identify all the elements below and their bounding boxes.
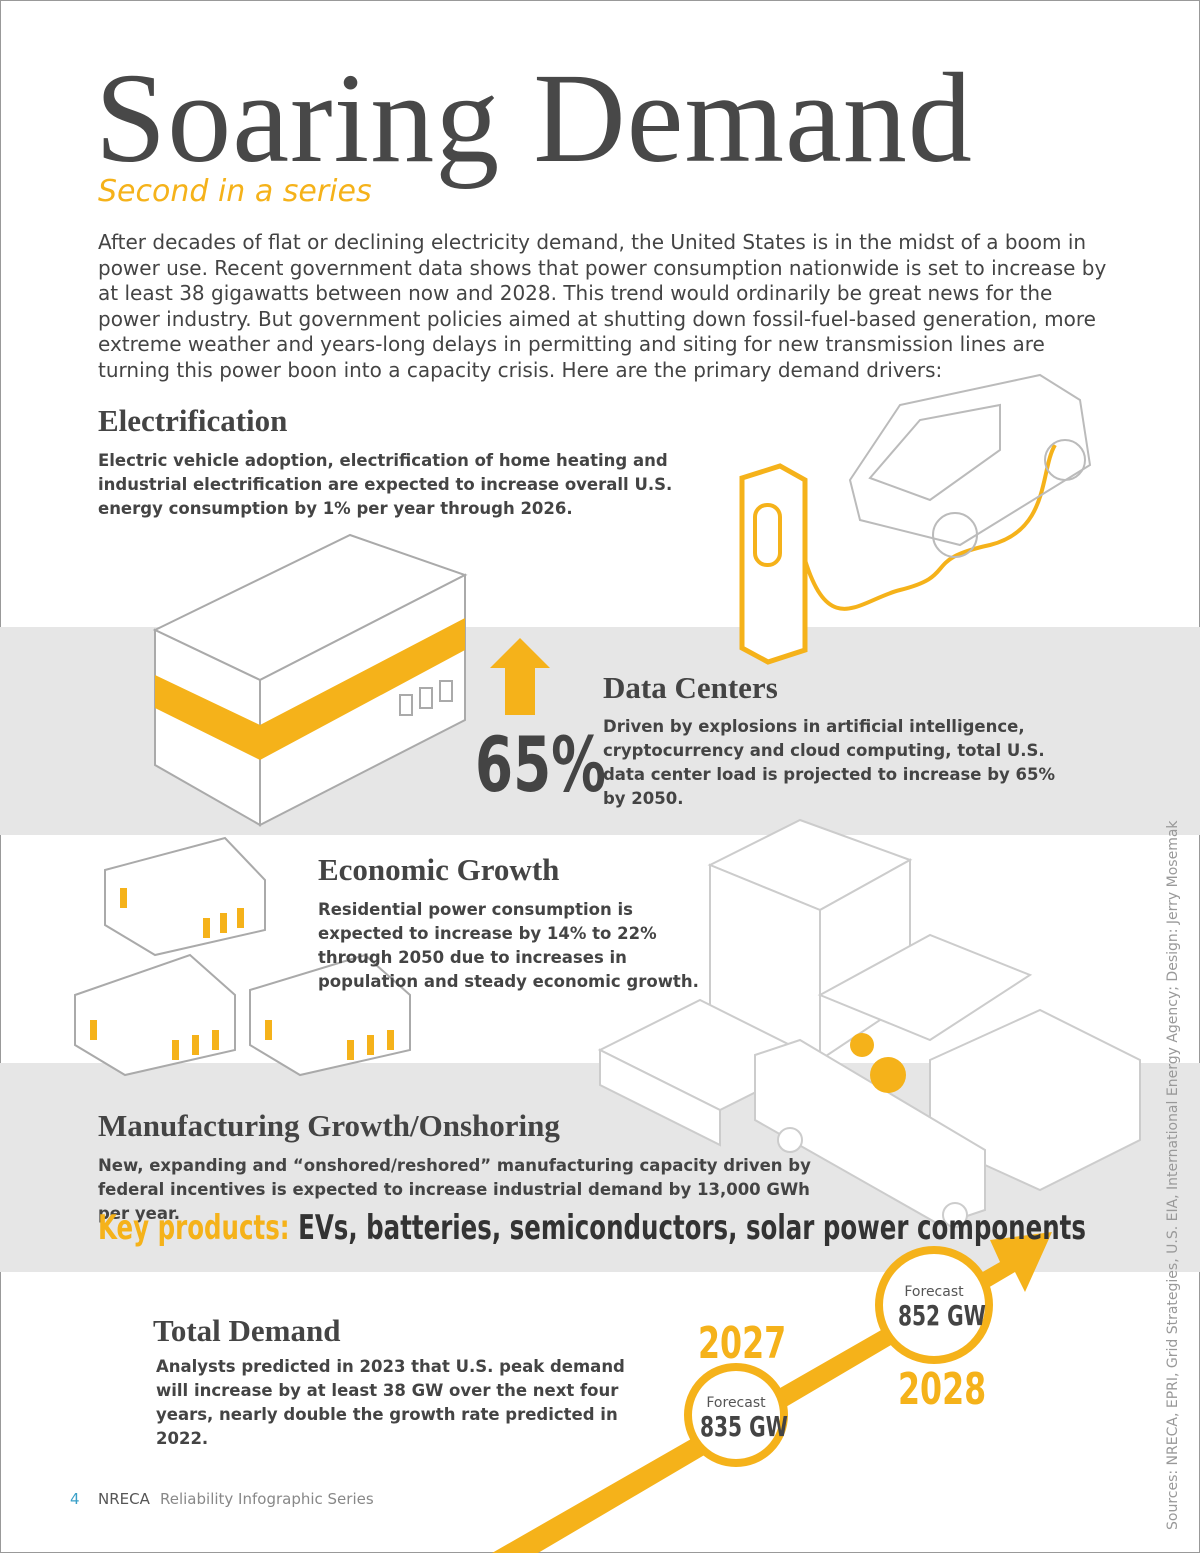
section-heading: Total Demand	[153, 1313, 341, 1348]
value: 852 GW	[898, 1299, 986, 1332]
sources: Sources: NRECA, EPRI, Grid Strategies, U…	[1165, 820, 1181, 1530]
growth-arrow	[492, 1232, 1052, 1553]
section-body: Analysts predicted in 2023 that U.S. pea…	[156, 1357, 625, 1448]
forecast-value: 852 GW	[898, 1299, 1020, 1332]
section-heading: Electrification	[98, 403, 288, 438]
key-products: Key products: EVs, batteries, semiconduc…	[98, 1208, 1198, 1248]
houses	[74, 836, 411, 1077]
title: Soaring Demand	[95, 47, 973, 189]
section-heading: Data Centers	[603, 670, 778, 705]
forecast-year: 2027	[698, 1318, 820, 1369]
footer-series: Reliability Infographic Series	[160, 1490, 374, 1508]
forecast-year: 2028	[898, 1364, 1020, 1415]
key-products-list: EVs, batteries, semiconductors, solar po…	[298, 1208, 1086, 1248]
stat: 65%	[475, 720, 657, 809]
key-products-label: Key products:	[98, 1208, 290, 1248]
factory	[597, 818, 1141, 1228]
ev-charger	[739, 443, 1057, 665]
data-center-building	[152, 533, 468, 827]
section-heading: Economic Growth	[318, 852, 560, 887]
intro: After decades of flat or declining elect…	[98, 230, 1107, 382]
forecast-label: Forecast	[706, 1395, 766, 1411]
section-body: Residential power consumption is expecte…	[318, 900, 699, 991]
section-body: New, expanding and “onshored/reshored” m…	[98, 1156, 811, 1223]
up-arrow	[490, 638, 550, 715]
section-body: Electric vehicle adoption, electrificati…	[98, 451, 673, 518]
subtitle: Second in a series	[98, 174, 372, 209]
forecast-label: Forecast	[904, 1284, 964, 1300]
stat-value: 65%	[475, 720, 606, 809]
footer-org: NRECA	[98, 1490, 150, 1508]
page-number: 4	[70, 1490, 80, 1508]
value: 835 GW	[700, 1410, 788, 1443]
forecast-value: 835 GW	[700, 1410, 822, 1443]
car	[848, 373, 1092, 558]
gears	[850, 1033, 906, 1093]
section-body: Driven by explosions in artificial intel…	[603, 717, 1056, 808]
year: 2028	[898, 1364, 987, 1415]
section-heading: Manufacturing Growth/Onshoring	[98, 1108, 560, 1143]
year: 2027	[698, 1318, 787, 1369]
